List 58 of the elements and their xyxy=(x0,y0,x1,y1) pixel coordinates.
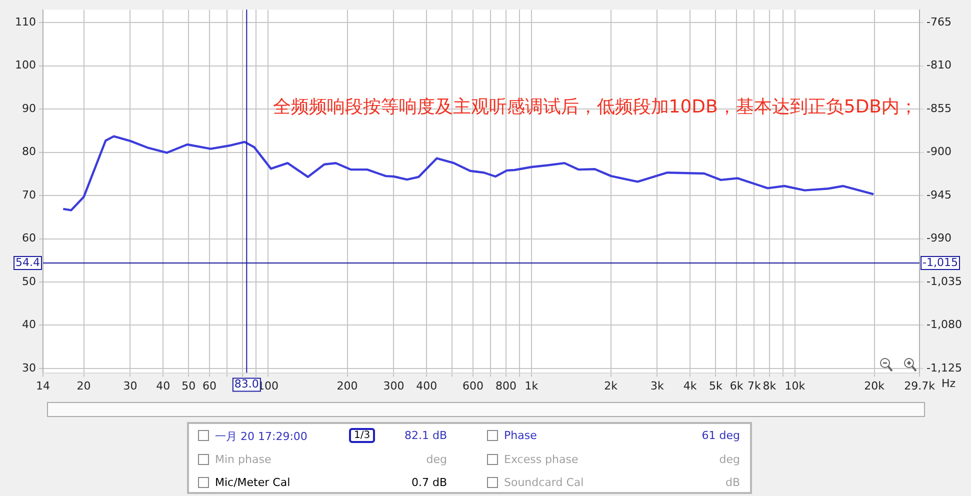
x-tick-label: 2k xyxy=(604,379,618,392)
y-tick-label: 60 xyxy=(22,232,36,245)
annotation: -1,015 xyxy=(922,256,958,269)
x-axis-title: Hz xyxy=(942,377,956,390)
text: deg xyxy=(426,453,447,466)
y2-tick-label: -945 xyxy=(926,188,952,202)
y2-tick-label: -855 xyxy=(926,102,952,115)
x-tick-label: 5k xyxy=(708,379,723,392)
x-tick-label: 30 xyxy=(123,379,138,392)
y2-tick-label: -765 xyxy=(926,15,952,28)
text: deg xyxy=(719,453,740,466)
x-tick-label: 14 xyxy=(36,379,50,392)
x-tick-label: 600 xyxy=(462,379,484,392)
x-tick-label: 40 xyxy=(156,379,170,392)
text: Soundcard Cal xyxy=(504,476,584,489)
y2-tick-label: -990 xyxy=(926,232,952,245)
y-tick-label: 110 xyxy=(14,15,36,28)
x-tick-label: 200 xyxy=(336,379,358,392)
x-tick-label: 400 xyxy=(416,379,438,392)
x-tick-label: 60 xyxy=(202,379,217,392)
x-tick-label: 8k xyxy=(762,379,777,392)
text: 0.7 dB xyxy=(411,476,447,489)
x-tick-label: 3k xyxy=(650,379,665,392)
text: 1/3 xyxy=(349,428,376,443)
text: 82.1 dB xyxy=(404,429,447,442)
x-tick-label: 4k xyxy=(683,379,698,392)
x-tick-label: 50 xyxy=(182,379,196,392)
x-tick-label: 6k xyxy=(730,379,744,392)
x-tick-label: 800 xyxy=(495,379,516,392)
y-tick-label: 100 xyxy=(14,58,36,72)
x-tick-label: 7k xyxy=(747,379,762,392)
y2-tick-label: -1,080 xyxy=(926,318,962,332)
y-tick-label: 80 xyxy=(22,145,36,158)
y-tick-label: 90 xyxy=(22,102,36,115)
y2-tick-label: -1,035 xyxy=(926,274,962,288)
y-tick-label: 70 xyxy=(22,188,36,202)
annotation: 全频频响段按等响度及主观听感调试后，低频段加10DB，基本达到正负5DB内； xyxy=(272,96,918,118)
x-tick-label: 20k xyxy=(864,379,886,392)
text: Phase xyxy=(504,429,537,442)
ref-line-label: 83.0 xyxy=(234,378,259,391)
x-tick-label: 29.7k xyxy=(904,379,936,392)
y2-tick-label: -900 xyxy=(926,145,952,158)
x-tick-label: 300 xyxy=(383,379,404,392)
ref-line-label: 54.4 xyxy=(16,256,40,269)
text: Min phase xyxy=(215,453,272,466)
text: Excess phase xyxy=(504,453,578,466)
text: 61 deg xyxy=(702,429,740,442)
x-tick-label: 1k xyxy=(524,379,539,392)
text: 一月 20 17:29:00 xyxy=(215,429,308,444)
y-tick-label: 50 xyxy=(22,274,36,288)
y-tick-label: 40 xyxy=(22,318,36,332)
y2-tick-label: -810 xyxy=(926,58,952,72)
x-tick-label: 20 xyxy=(76,379,91,392)
x-tick-label: 10k xyxy=(784,379,806,392)
text: Mic/Meter Cal xyxy=(215,476,290,489)
text: dB xyxy=(725,476,740,489)
y-tick-label: 30 xyxy=(22,361,36,374)
y2-tick-label: -1,125 xyxy=(926,361,962,374)
